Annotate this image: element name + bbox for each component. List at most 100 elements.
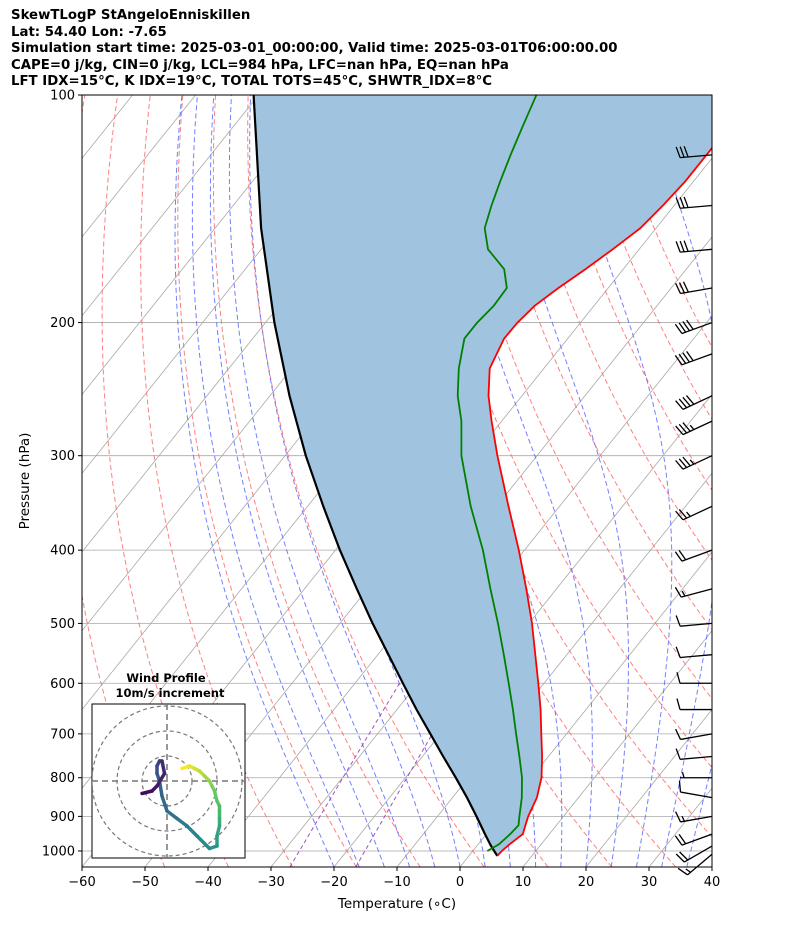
dry-adiabat-line [573, 95, 712, 421]
wind-barb [677, 853, 713, 876]
wind-barb [680, 772, 712, 779]
dry-adiabat-line [378, 95, 712, 838]
wind-barb [674, 586, 713, 598]
dry-adiabat-line [443, 95, 712, 700]
y-tick-label: 900 [50, 810, 75, 825]
moist-adiabat-line [737, 95, 794, 867]
isotherm-line [207, 236, 712, 867]
x-tick-label: 40 [704, 875, 721, 890]
moist-adiabat-line [191, 95, 360, 867]
index-parameters: LFT IDX=15°C, K IDX=19°C, TOTAL TOTS=45°… [11, 74, 493, 90]
moist-adiabat-line [491, 95, 629, 867]
isotherm-line [270, 315, 712, 867]
parcel-profile-line [252, 95, 499, 857]
dry-adiabat-line [140, 95, 293, 867]
x-tick-label: 0 [456, 875, 464, 890]
temperature-line [487, 146, 712, 857]
dry-adiabat-line [177, 95, 357, 867]
mixing-ratio-line [289, 683, 400, 867]
wind-barb [675, 395, 713, 410]
mixing-ratio-line [355, 683, 463, 867]
dry-adiabat-line [212, 95, 421, 867]
x-axis-label: Temperature (∘C) [337, 896, 456, 912]
dry-adiabat-line [541, 95, 712, 492]
wind-barb [675, 811, 713, 823]
station-location: Lat: 54.40 Lon: -7.65 [11, 24, 167, 40]
y-tick-label: 400 [50, 544, 75, 559]
wind-barb [675, 196, 713, 209]
isotherm-line [648, 787, 712, 867]
moist-adiabat-line [209, 95, 385, 867]
wind-barb [675, 615, 713, 627]
chart-title: SkewTLogP StAngeloEnniskillen [11, 8, 251, 23]
hodograph-title: Wind Profile [126, 671, 206, 685]
x-tick-label: −40 [194, 875, 221, 890]
wind-barb [676, 672, 712, 684]
hodograph-inset: Wind Profile 10m/s increment [91, 671, 246, 859]
y-tick-label: 200 [50, 316, 75, 331]
wind-barb [675, 146, 713, 159]
x-tick-label: 30 [641, 875, 658, 890]
chart-header: SkewTLogP StAngeloEnniskillen Lat: 54.40… [11, 8, 791, 91]
cape-cin-shading [253, 95, 712, 856]
wind-barb [675, 240, 713, 253]
moist-adiabat-line [711, 865, 712, 867]
isotherm-line [775, 95, 794, 867]
hodograph-trace [195, 834, 212, 851]
isotherm-line [82, 95, 259, 317]
moist-adiabat-line [228, 95, 411, 867]
y-tick-label: 600 [50, 677, 75, 692]
x-tick-label: 20 [578, 875, 595, 890]
x-tick-label: −50 [131, 875, 158, 890]
y-axis-label: Pressure (hPa) [17, 433, 33, 530]
moist-adiabat-line [558, 95, 673, 867]
simulation-times: Simulation start time: 2025-03-01_00:00:… [11, 41, 618, 57]
wind-barb [675, 420, 713, 436]
x-tick-label: 10 [515, 875, 532, 890]
hodograph-trace [140, 789, 154, 796]
wind-barb [676, 698, 712, 711]
y-axis-ticks: 100 200 300 400 500 600 700 800 900 1000 [42, 89, 82, 859]
y-tick-label: 100 [50, 89, 75, 104]
wind-barb [675, 646, 713, 659]
x-tick-label: −20 [320, 875, 347, 890]
x-tick-label: −60 [68, 875, 95, 890]
wind-barbs [674, 146, 713, 876]
wind-barb [675, 728, 713, 741]
hodograph-trace [185, 824, 199, 838]
wind-barb [678, 780, 713, 799]
hodograph-trace [155, 771, 167, 788]
wind-barb [675, 845, 713, 863]
wind-barb [675, 505, 713, 521]
y-tick-label: 500 [50, 617, 75, 632]
moist-adiabat-line [249, 95, 436, 867]
y-tick-label: 700 [50, 727, 75, 742]
y-tick-label: 800 [50, 771, 75, 786]
wind-barb [675, 281, 713, 295]
wind-barb [675, 455, 713, 470]
wind-barb [674, 351, 713, 366]
dry-adiabat-line [247, 95, 485, 867]
moist-adiabat-line [271, 95, 461, 867]
y-tick-label: 1000 [42, 844, 75, 859]
wind-barb [675, 748, 713, 760]
y-tick-label: 300 [50, 449, 75, 464]
dry-adiabat-line [476, 95, 712, 631]
isotherm-line [82, 95, 322, 396]
moist-adiabat-line [174, 95, 335, 867]
x-axis-ticks: −60 −50 −40 −30 −20 −10 0 10 20 30 40 [68, 867, 720, 890]
hodograph-trace [160, 794, 169, 813]
isotherm-line [0, 95, 70, 867]
profile-lines [252, 95, 712, 857]
hodograph-trace [160, 759, 167, 776]
hodograph-trace [175, 816, 189, 828]
hodograph-subtitle: 10m/s increment [116, 686, 225, 700]
mixing-ratio-lines [289, 683, 463, 867]
dewpoint-line [456, 95, 538, 852]
moist-adiabat-line [644, 95, 712, 867]
isotherm-line [711, 866, 712, 867]
x-tick-label: −10 [383, 875, 410, 890]
wind-barb [674, 549, 713, 562]
wind-barb [674, 319, 713, 335]
